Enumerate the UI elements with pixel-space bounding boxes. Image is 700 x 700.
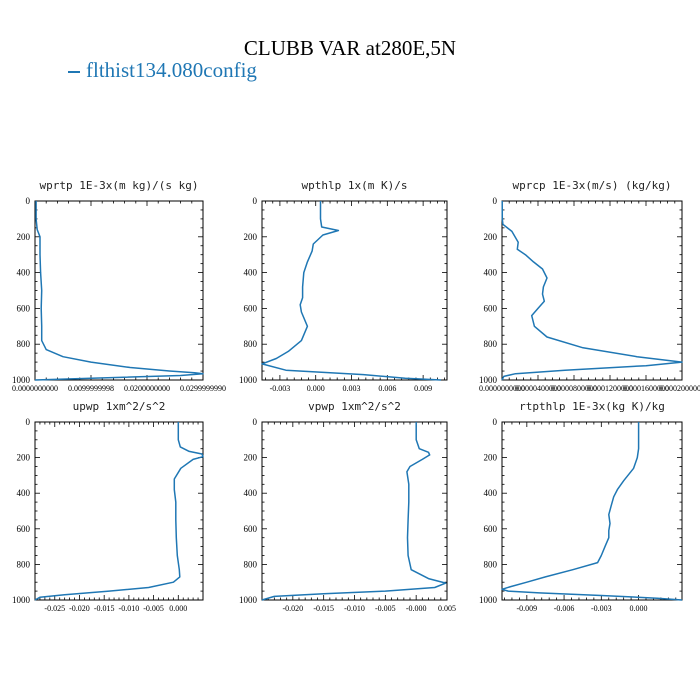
- panel-5: vpwp 1xm^2/s^2 0 200 400 600 800 1000 -0.020 -0.…: [239, 400, 456, 613]
- x-tick-label: 0.005: [438, 604, 456, 613]
- y-tick-label: 200: [17, 232, 31, 242]
- y-tick-label: 1000: [12, 375, 31, 385]
- panel-title: vpwp 1xm^2/s^2: [308, 400, 401, 413]
- x-tick-label: 0.0001600000: [623, 384, 669, 393]
- y-tick-label: 600: [17, 524, 31, 534]
- x-tick-label: -0.003: [591, 604, 612, 613]
- panel-frame: [501, 200, 683, 381]
- x-tick-label: 0.0200000000: [124, 384, 170, 393]
- y-tick-label: 200: [244, 232, 258, 242]
- panel-frame: [34, 200, 204, 381]
- y-tick-label: 200: [484, 232, 498, 242]
- y-tick-label: 800: [484, 559, 498, 569]
- y-tick-label: 400: [17, 268, 31, 278]
- x-tick-label: -0.009: [516, 604, 537, 613]
- legend-label: flthist134.080config: [86, 58, 257, 82]
- x-tick-label: 0.0001200000: [587, 384, 633, 393]
- panel-2: wpthlp 1x(m K)/s 0 200 400 600 800 1000 -0.003 0…: [239, 179, 448, 393]
- x-tick-label: -0.010: [344, 604, 365, 613]
- x-tick-label: 0.000: [307, 384, 325, 393]
- x-tick-label: -0.015: [94, 604, 115, 613]
- y-tick-label: 800: [484, 339, 498, 349]
- x-tick-label: 0.0000000000: [479, 384, 525, 393]
- panel-frame: [261, 421, 448, 601]
- x-tick-label: -0.025: [44, 604, 65, 613]
- y-tick-label: 200: [484, 453, 498, 463]
- panel-title: upwp 1xm^2/s^2: [73, 400, 166, 413]
- legend-line-swatch: [68, 71, 80, 74]
- x-tick-label: -0.003: [270, 384, 291, 393]
- panel-frame: [261, 200, 448, 381]
- y-tick-label: 1000: [479, 375, 498, 385]
- x-tick-label: -0.005: [143, 604, 164, 613]
- y-tick-label: 1000: [479, 595, 498, 605]
- series-line: [501, 422, 683, 601]
- x-tick-label: -0.005: [375, 604, 396, 613]
- y-tick-label: 800: [17, 339, 31, 349]
- y-tick-label: 0: [493, 196, 498, 206]
- y-tick-label: 400: [244, 268, 258, 278]
- y-tick-label: 600: [484, 524, 498, 534]
- x-tick-label: 0.0099999998: [68, 384, 114, 393]
- x-tick-label: -0.020: [282, 604, 303, 613]
- y-tick-label: 800: [17, 559, 31, 569]
- y-tick-label: 1000: [239, 375, 258, 385]
- panel-frame: [34, 421, 204, 601]
- x-tick-label: 0.0000800000: [551, 384, 597, 393]
- panel-6: rtpthlp 1E-3x(kg K)/kg 0 200 400 600 800 1000 -…: [479, 400, 683, 613]
- y-tick-label: 0: [253, 196, 258, 206]
- y-tick-label: 200: [244, 453, 258, 463]
- x-tick-label: 0.000: [169, 604, 187, 613]
- panel-frame: [501, 421, 683, 601]
- x-tick-label: -0.020: [69, 604, 90, 613]
- panel-3: wprcp 1E-3x(m/s) (kg/kg) 0 200 400 600 800 100…: [479, 179, 700, 393]
- y-tick-label: 0: [26, 417, 31, 427]
- y-tick-label: 400: [484, 488, 498, 498]
- y-tick-label: 0: [26, 196, 31, 206]
- y-tick-label: 400: [244, 488, 258, 498]
- y-tick-label: 600: [244, 303, 258, 313]
- x-tick-label: -0.010: [119, 604, 140, 613]
- x-tick-label: -0.015: [313, 604, 334, 613]
- x-tick-label: 0.0000000000: [12, 384, 58, 393]
- y-tick-label: 800: [244, 339, 258, 349]
- figure-title: CLUBB VAR at280E,5N: [243, 36, 457, 60]
- panel-4: upwp 1xm^2/s^2 0 200 400 600 800 1000 -0.025 -0.…: [12, 400, 204, 613]
- y-tick-label: 0: [493, 417, 498, 427]
- y-tick-label: 1000: [12, 595, 31, 605]
- x-tick-label: -0.000: [406, 604, 427, 613]
- panel-title: wprtp 1E-3x(m kg)/(s kg): [40, 179, 199, 192]
- y-tick-label: 600: [244, 524, 258, 534]
- panel-1: wprtp 1E-3x(m kg)/(s kg) 0 200 400 600 800 100…: [12, 179, 226, 393]
- panel-title: rtpthlp 1E-3x(kg K)/kg: [519, 400, 665, 413]
- x-tick-label: 0.006: [378, 384, 396, 393]
- panel-title: wpthlp 1x(m K)/s: [302, 179, 408, 192]
- y-tick-label: 600: [17, 303, 31, 313]
- series-line: [261, 201, 442, 381]
- y-tick-label: 400: [484, 268, 498, 278]
- y-tick-label: 600: [484, 303, 498, 313]
- series-line: [34, 201, 204, 381]
- x-tick-label: 0.0299999990: [180, 384, 226, 393]
- x-tick-label: 0.0002000000: [659, 384, 700, 393]
- y-tick-label: 200: [17, 453, 31, 463]
- series-line: [34, 422, 204, 601]
- y-tick-label: 1000: [239, 595, 258, 605]
- y-tick-label: 400: [17, 488, 31, 498]
- x-tick-label: 0.000: [630, 604, 648, 613]
- y-tick-label: 0: [253, 417, 258, 427]
- x-tick-label: -0.006: [554, 604, 575, 613]
- legend: flthist134.080config: [68, 58, 257, 83]
- series-line: [501, 200, 683, 381]
- x-tick-label: 0.009: [414, 384, 432, 393]
- y-tick-label: 800: [244, 559, 258, 569]
- series-line: [261, 422, 447, 601]
- panel-title: wprcp 1E-3x(m/s) (kg/kg): [513, 179, 672, 192]
- x-tick-label: 0.0000400000: [515, 384, 561, 393]
- x-tick-label: 0.003: [343, 384, 361, 393]
